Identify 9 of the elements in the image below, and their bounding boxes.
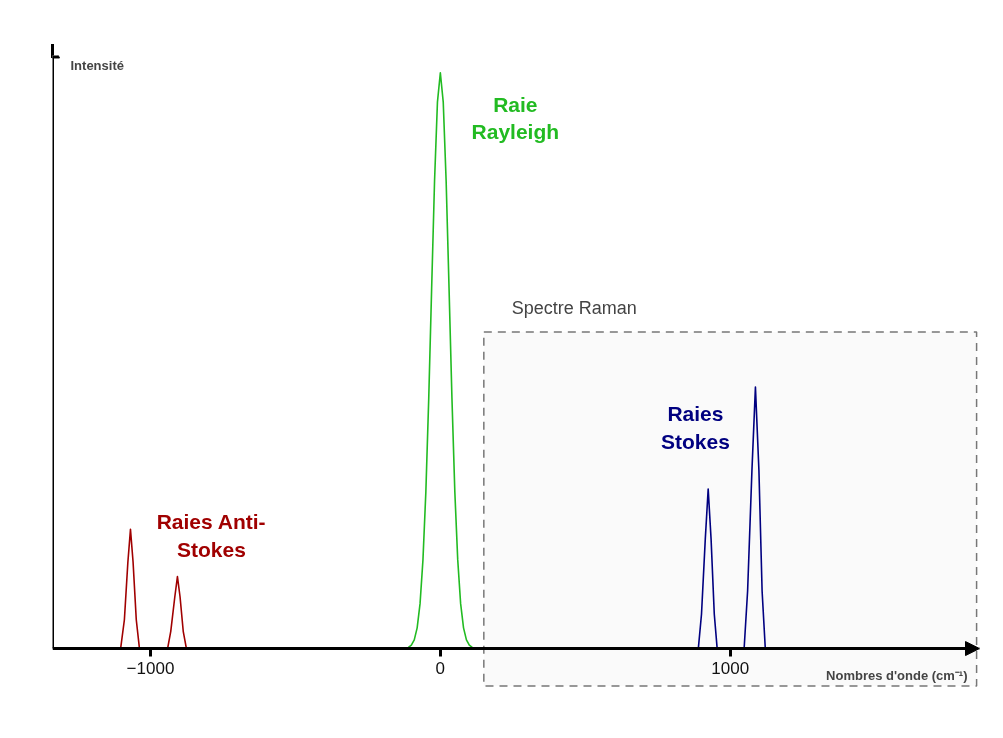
x-tick-label: 0 <box>435 658 446 678</box>
x-axis-title: Nombres d'onde (cm⁻¹) <box>826 667 968 683</box>
x-tick-label: −1000 <box>126 658 175 678</box>
x-tick-label: 1000 <box>711 658 750 678</box>
series-label: Raies Stokes <box>661 402 730 453</box>
series-label: Raie Rayleigh <box>471 92 560 144</box>
series-label: Raies Anti-Stokes <box>156 510 266 561</box>
band-label: Spectre Raman <box>511 297 637 318</box>
y-axis-title: Intensité <box>70 57 124 73</box>
